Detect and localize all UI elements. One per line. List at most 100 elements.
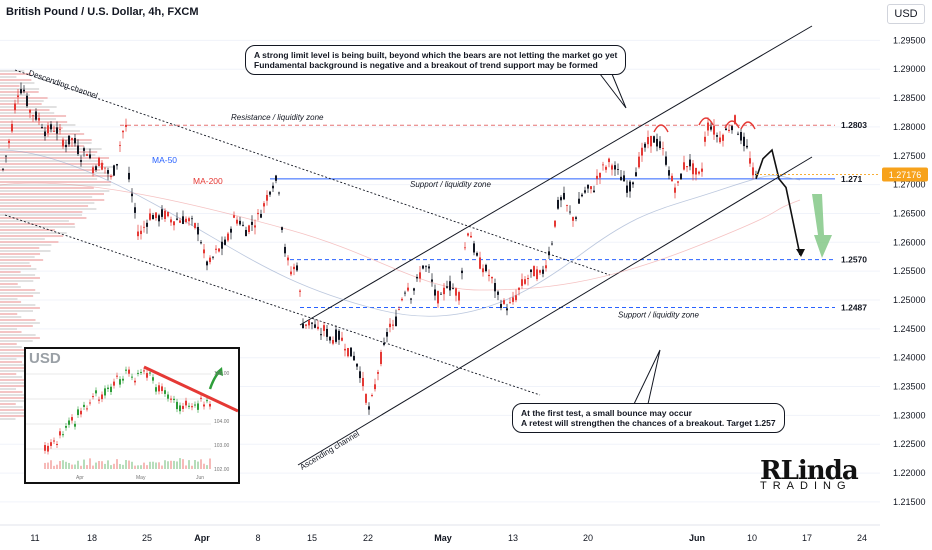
candle-body <box>92 167 94 173</box>
candle-body <box>515 295 517 301</box>
candle-body <box>530 269 532 273</box>
candle-body <box>743 136 745 147</box>
candle-body <box>446 286 448 288</box>
candle-body <box>635 172 637 177</box>
candle-body <box>20 89 22 94</box>
target-arrow <box>812 194 832 258</box>
inset-candle <box>47 445 49 452</box>
candle-body <box>179 220 181 223</box>
profile-bar <box>0 91 39 93</box>
candle-body <box>260 213 262 218</box>
annotation-top-line1: A strong limit level is being built, bey… <box>254 50 618 60</box>
ma200-line <box>0 182 801 291</box>
svg-text:May: May <box>136 475 146 481</box>
inset-trendline <box>143 365 238 413</box>
profile-bar <box>0 376 23 378</box>
candle-body <box>50 124 52 130</box>
candle-body <box>728 129 730 131</box>
candle-body <box>185 218 187 223</box>
x-tick-label: Apr <box>194 533 210 543</box>
profile-bar <box>0 139 92 141</box>
candle-body <box>437 291 439 304</box>
x-tick-label: Jun <box>689 533 705 543</box>
inset-candle <box>161 386 163 392</box>
candle-body <box>518 287 520 290</box>
candle-body <box>314 324 316 328</box>
candle-body <box>242 224 244 226</box>
candle-body <box>74 138 76 144</box>
y-tick-label: 1.25000 <box>893 295 926 305</box>
candle-body <box>641 147 643 156</box>
candle-body <box>188 218 190 222</box>
x-tick-label: 15 <box>307 533 317 543</box>
candle-body <box>503 300 505 304</box>
y-tick-label: 1.22500 <box>893 439 926 449</box>
candle-body <box>110 176 112 178</box>
candle-body <box>86 154 88 156</box>
candle-body <box>200 242 202 244</box>
candle-body <box>197 226 199 235</box>
zone-label: Resistance / liquidity zone <box>231 113 324 122</box>
profile-bar <box>0 223 75 225</box>
profile-bar <box>0 85 20 87</box>
candle-body <box>356 363 358 367</box>
candle-body <box>65 144 67 148</box>
inset-volume <box>125 460 127 469</box>
candle-body <box>470 235 472 238</box>
candle-body <box>176 218 178 220</box>
profile-bar <box>0 199 105 201</box>
inset-volume <box>158 462 160 469</box>
candle-body <box>500 303 502 308</box>
candle-body <box>116 164 118 166</box>
high-marker <box>653 124 669 133</box>
candle-body <box>656 138 658 147</box>
inset-candle <box>83 404 85 407</box>
profile-bar <box>0 202 95 204</box>
candle-body <box>224 239 226 245</box>
profile-bar <box>0 292 40 294</box>
inset-candle <box>179 405 181 412</box>
candle-body <box>206 261 208 266</box>
inset-volume <box>191 465 193 469</box>
inset-candles <box>44 366 211 469</box>
inset-volume <box>65 461 67 469</box>
svg-text:104.00: 104.00 <box>214 419 230 425</box>
candle-body <box>671 175 673 182</box>
candle-body <box>614 165 616 170</box>
descending-channel-label: Descending channel <box>27 68 99 100</box>
candle-body <box>632 182 634 185</box>
candle-body <box>344 348 346 351</box>
candle-body <box>41 126 43 129</box>
volume-profile <box>0 70 114 420</box>
candle-body <box>254 225 256 228</box>
candle-body <box>362 377 364 387</box>
profile-bar <box>0 193 105 195</box>
y-tick-label: 1.26000 <box>893 237 926 247</box>
candle-body <box>545 265 547 269</box>
inset-volume <box>128 460 130 469</box>
profile-bar <box>0 160 101 162</box>
y-tick-label: 1.21500 <box>893 497 926 507</box>
inset-candle <box>92 396 94 398</box>
inset-volume <box>71 464 73 469</box>
profile-bar <box>0 226 76 228</box>
profile-bar <box>0 331 22 333</box>
candle-body <box>746 145 748 148</box>
candle-body <box>398 309 400 310</box>
inset-volume <box>95 462 97 469</box>
profile-bar <box>0 211 83 213</box>
inset-candle <box>197 403 199 410</box>
inset-volume <box>62 460 64 469</box>
profile-bar <box>0 205 89 207</box>
candle-body <box>77 145 79 155</box>
inset-volume <box>173 460 175 469</box>
profile-bar <box>0 280 34 282</box>
inset-volume <box>134 465 136 469</box>
profile-bar <box>0 127 63 129</box>
x-tick-label: May <box>434 533 452 543</box>
inset-volume <box>206 465 208 469</box>
candle-body <box>263 203 265 207</box>
inset-candle <box>77 409 79 416</box>
profile-bar <box>0 190 110 192</box>
currency-button[interactable]: USD <box>887 4 925 24</box>
